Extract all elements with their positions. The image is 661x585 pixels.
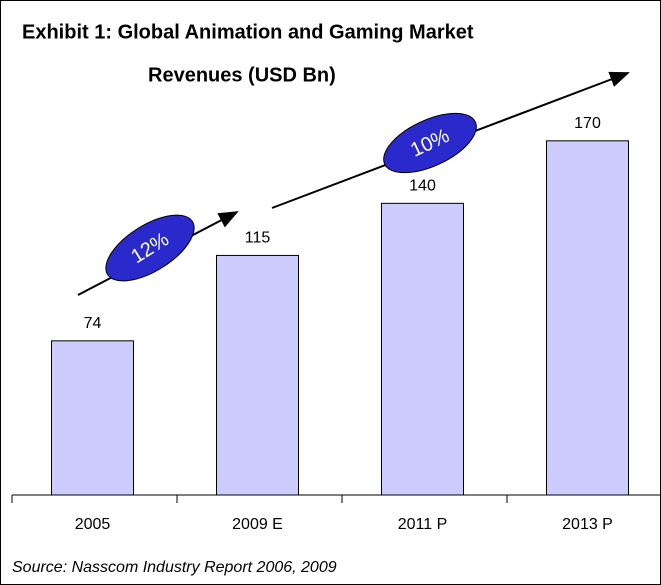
bar [546,140,629,496]
bar [381,202,464,496]
x-tick-label: 2011 P [398,516,448,533]
bar [216,254,299,496]
chart-title: Exhibit 1: Global Animation and Gaming M… [22,21,474,43]
bar [51,340,134,496]
growth-badge: 10% [383,112,477,174]
x-tick-label: 2009 E [232,516,283,533]
x-tick-label: 2005 [75,516,111,533]
value-label: 115 [245,230,271,247]
chart-title: Revenues (USD Bn) [148,64,336,86]
x-tick-label: 2013 P [562,516,613,533]
value-label: 170 [574,115,601,132]
source-note: Source: Nasscom Industry Report 2006, 20… [12,559,337,576]
value-label: 74 [84,315,102,332]
value-label: 140 [409,178,436,195]
growth-badge: 12% [105,214,195,282]
